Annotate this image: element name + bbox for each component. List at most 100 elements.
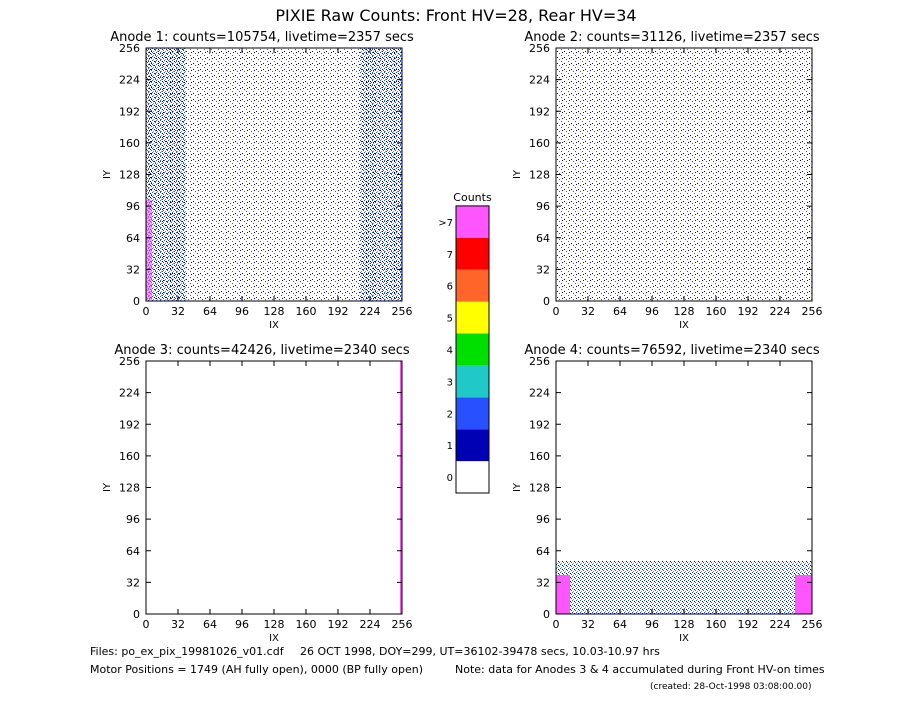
- y-tick-label: 64: [536, 545, 550, 558]
- colorbar-label: 0: [447, 473, 453, 484]
- colorbar-frame: [455, 205, 490, 494]
- y-tick-label: 192: [529, 105, 550, 118]
- y-tick-label: 160: [119, 137, 140, 150]
- colorbar-swatch: [456, 301, 489, 334]
- y-tick-label: 64: [126, 545, 140, 558]
- y-tick-label: 128: [119, 169, 140, 182]
- x-tick-label: 160: [706, 305, 727, 318]
- colorbar-label: 3: [447, 377, 453, 388]
- colorbar-label: 7: [447, 250, 453, 261]
- x-axis-label: IX: [679, 633, 689, 644]
- x-tick-label: 96: [645, 618, 659, 631]
- y-tick-label: 192: [529, 418, 550, 431]
- x-tick-label: 192: [328, 305, 349, 318]
- figure-title: PIXIE Raw Counts: Front HV=28, Rear HV=3…: [275, 6, 636, 25]
- footer-motor: Motor Positions = 1749 (AH fully open), …: [90, 663, 423, 676]
- y-tick-label: 192: [119, 418, 140, 431]
- x-tick-label: 192: [328, 618, 349, 631]
- x-tick-label: 0: [143, 305, 150, 318]
- y-tick-label: 0: [543, 608, 550, 621]
- x-tick-label: 128: [264, 618, 285, 631]
- y-tick-label: 256: [119, 42, 140, 55]
- y-tick-label: 256: [119, 355, 140, 368]
- x-tick-label: 256: [802, 305, 823, 318]
- y-tick-label: 0: [543, 295, 550, 308]
- colorbar-swatch: [456, 205, 489, 238]
- colorbar-swatch: [456, 461, 489, 493]
- y-tick-label: 224: [119, 387, 140, 400]
- x-tick-label: 256: [392, 305, 413, 318]
- x-tick-label: 0: [143, 618, 150, 631]
- x-tick-label: 224: [360, 618, 381, 631]
- y-tick-label: 160: [119, 450, 140, 463]
- x-tick-label: 128: [674, 305, 695, 318]
- colorbar-swatch: [456, 397, 489, 430]
- y-tick-label: 64: [536, 232, 550, 245]
- footer-date: 26 OCT 1998, DOY=299, UT=36102-39478 sec…: [300, 645, 660, 658]
- y-tick-label: 256: [529, 355, 550, 368]
- x-tick-label: 0: [553, 305, 560, 318]
- y-tick-label: 32: [126, 576, 140, 589]
- colorbar-swatch: [456, 365, 489, 398]
- colorbar-label: 1: [447, 441, 453, 452]
- footer-note: Note: data for Anodes 3 & 4 accumulated …: [455, 663, 825, 676]
- x-tick-label: 64: [613, 305, 627, 318]
- x-tick-label: 160: [296, 618, 317, 631]
- x-tick-label: 96: [645, 305, 659, 318]
- x-tick-label: 256: [392, 618, 413, 631]
- y-tick-label: 256: [529, 42, 550, 55]
- y-tick-label: 32: [536, 263, 550, 276]
- x-tick-label: 96: [235, 305, 249, 318]
- colorbar-label: 5: [447, 314, 453, 325]
- plot-frame: [145, 360, 403, 615]
- panel-title: Anode 2: counts=31126, livetime=2357 sec…: [524, 30, 820, 45]
- footer-created: (created: 28-Oct-1998 03:08:00.00): [650, 682, 811, 692]
- colorbar-swatch: [456, 237, 489, 270]
- x-tick-label: 128: [674, 618, 695, 631]
- y-tick-label: 128: [529, 482, 550, 495]
- y-tick-label: 0: [133, 608, 140, 621]
- y-tick-label: 32: [536, 576, 550, 589]
- x-tick-label: 160: [706, 618, 727, 631]
- panel-title: Anode 4: counts=76592, livetime=2340 sec…: [524, 343, 820, 358]
- colorbar-title: Counts: [453, 191, 492, 204]
- colorbar-label: 6: [447, 282, 453, 293]
- y-tick-label: 0: [133, 295, 140, 308]
- y-tick-label: 224: [529, 387, 550, 400]
- panel-title: Anode 3: counts=42426, livetime=2340 sec…: [114, 343, 410, 358]
- colorbar-swatch: [456, 429, 489, 462]
- panel-title: Anode 1: counts=105754, livetime=2357 se…: [110, 30, 414, 45]
- colorbar-swatch: [456, 333, 489, 366]
- y-axis-label: IY: [102, 482, 113, 492]
- x-tick-label: 224: [360, 305, 381, 318]
- y-tick-label: 64: [126, 232, 140, 245]
- y-tick-label: 160: [529, 450, 550, 463]
- y-tick-label: 96: [126, 200, 140, 213]
- x-tick-label: 96: [235, 618, 249, 631]
- x-tick-label: 64: [203, 305, 217, 318]
- y-tick-label: 160: [529, 137, 550, 150]
- x-tick-label: 224: [770, 618, 791, 631]
- x-axis-label: IX: [269, 320, 279, 331]
- x-tick-label: 32: [581, 618, 595, 631]
- y-tick-label: 224: [529, 74, 550, 87]
- x-tick-label: 32: [581, 305, 595, 318]
- y-tick-label: 96: [536, 513, 550, 526]
- y-tick-label: 128: [119, 482, 140, 495]
- colorbar-label: 4: [447, 346, 453, 357]
- x-tick-label: 0: [553, 618, 560, 631]
- y-tick-label: 128: [529, 169, 550, 182]
- x-tick-label: 32: [171, 618, 185, 631]
- y-tick-label: 224: [119, 74, 140, 87]
- x-tick-label: 128: [264, 305, 285, 318]
- x-axis-label: IX: [269, 633, 279, 644]
- x-tick-label: 64: [613, 618, 627, 631]
- x-axis-label: IX: [679, 320, 689, 331]
- x-tick-label: 160: [296, 305, 317, 318]
- x-tick-label: 64: [203, 618, 217, 631]
- y-tick-label: 96: [536, 200, 550, 213]
- colorbar-label: 2: [447, 409, 453, 420]
- x-tick-label: 32: [171, 305, 185, 318]
